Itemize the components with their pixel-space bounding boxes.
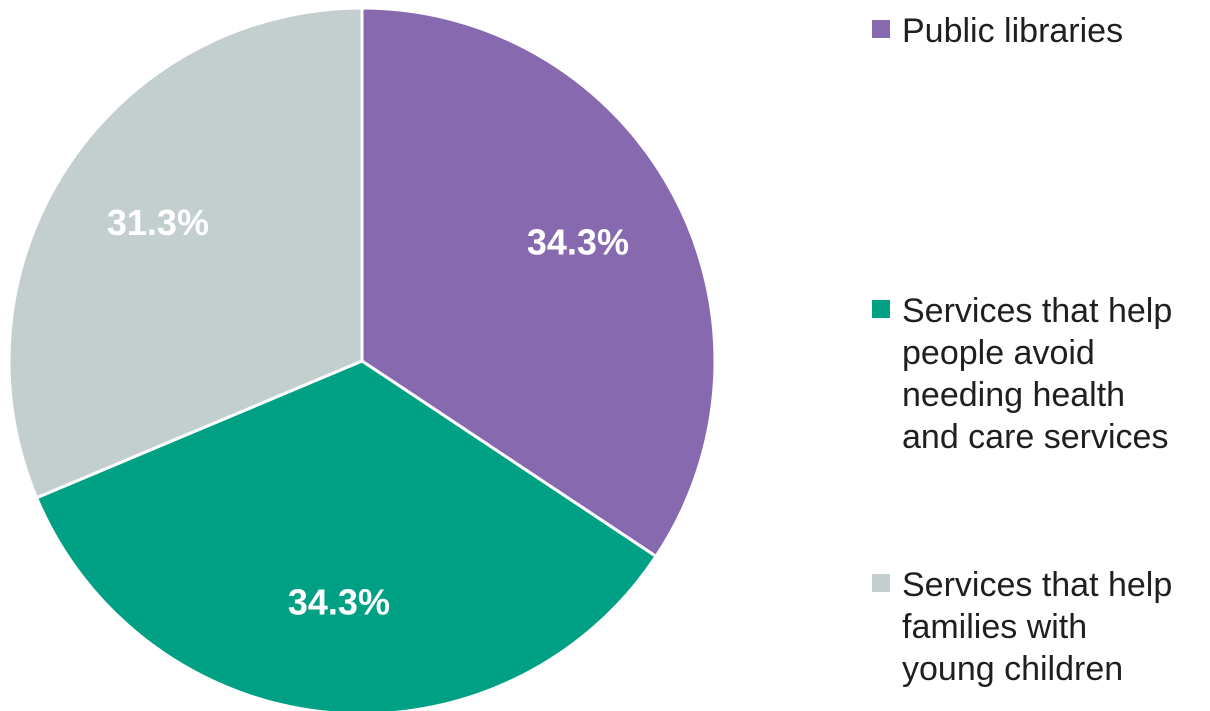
slice-data-label: 31.3% [107, 202, 209, 243]
legend-label: Public libraries [902, 12, 1124, 50]
pie-slices [7, 6, 717, 711]
pie-slice-3 [7, 6, 364, 500]
legend-swatch-purple [872, 20, 890, 38]
legend-swatch-grey [872, 574, 890, 592]
pie-slice-2 [34, 359, 659, 711]
slice-data-label: 34.3% [288, 581, 390, 622]
slice-data-label: 34.3% [527, 222, 629, 263]
legend-label: Services that help people avoid needing … [902, 292, 1173, 456]
legend-label: Services that help families with young c… [902, 566, 1173, 688]
pie-data-labels: 34.3% 34.3% 31.3% [107, 202, 629, 623]
legend-swatch-green [872, 300, 890, 318]
